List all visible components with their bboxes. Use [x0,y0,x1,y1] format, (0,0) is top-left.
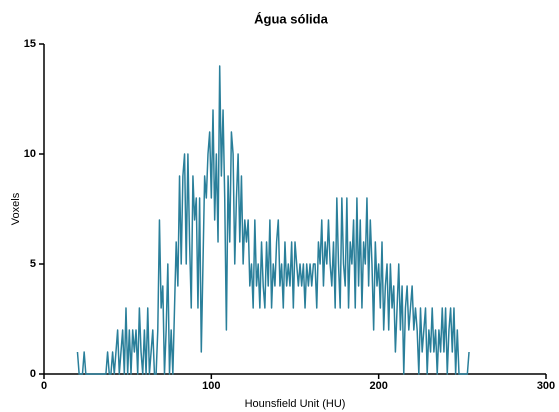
data-line [76,65,470,375]
y-tick-label: 0 [30,368,36,380]
x-tick-label: 300 [537,380,555,392]
x-axis-label: Hounsfield Unit (HU) [245,398,346,410]
x-tick-label: 200 [369,380,387,392]
y-tick-label: 15 [24,38,36,50]
y-axis-label: Voxels [10,192,22,225]
x-tick-label: 0 [41,380,47,392]
y-tick-label: 5 [30,258,36,270]
chart-title: Água sólida [254,11,328,26]
x-tick-label: 100 [202,380,220,392]
y-tick-label: 10 [24,148,36,160]
